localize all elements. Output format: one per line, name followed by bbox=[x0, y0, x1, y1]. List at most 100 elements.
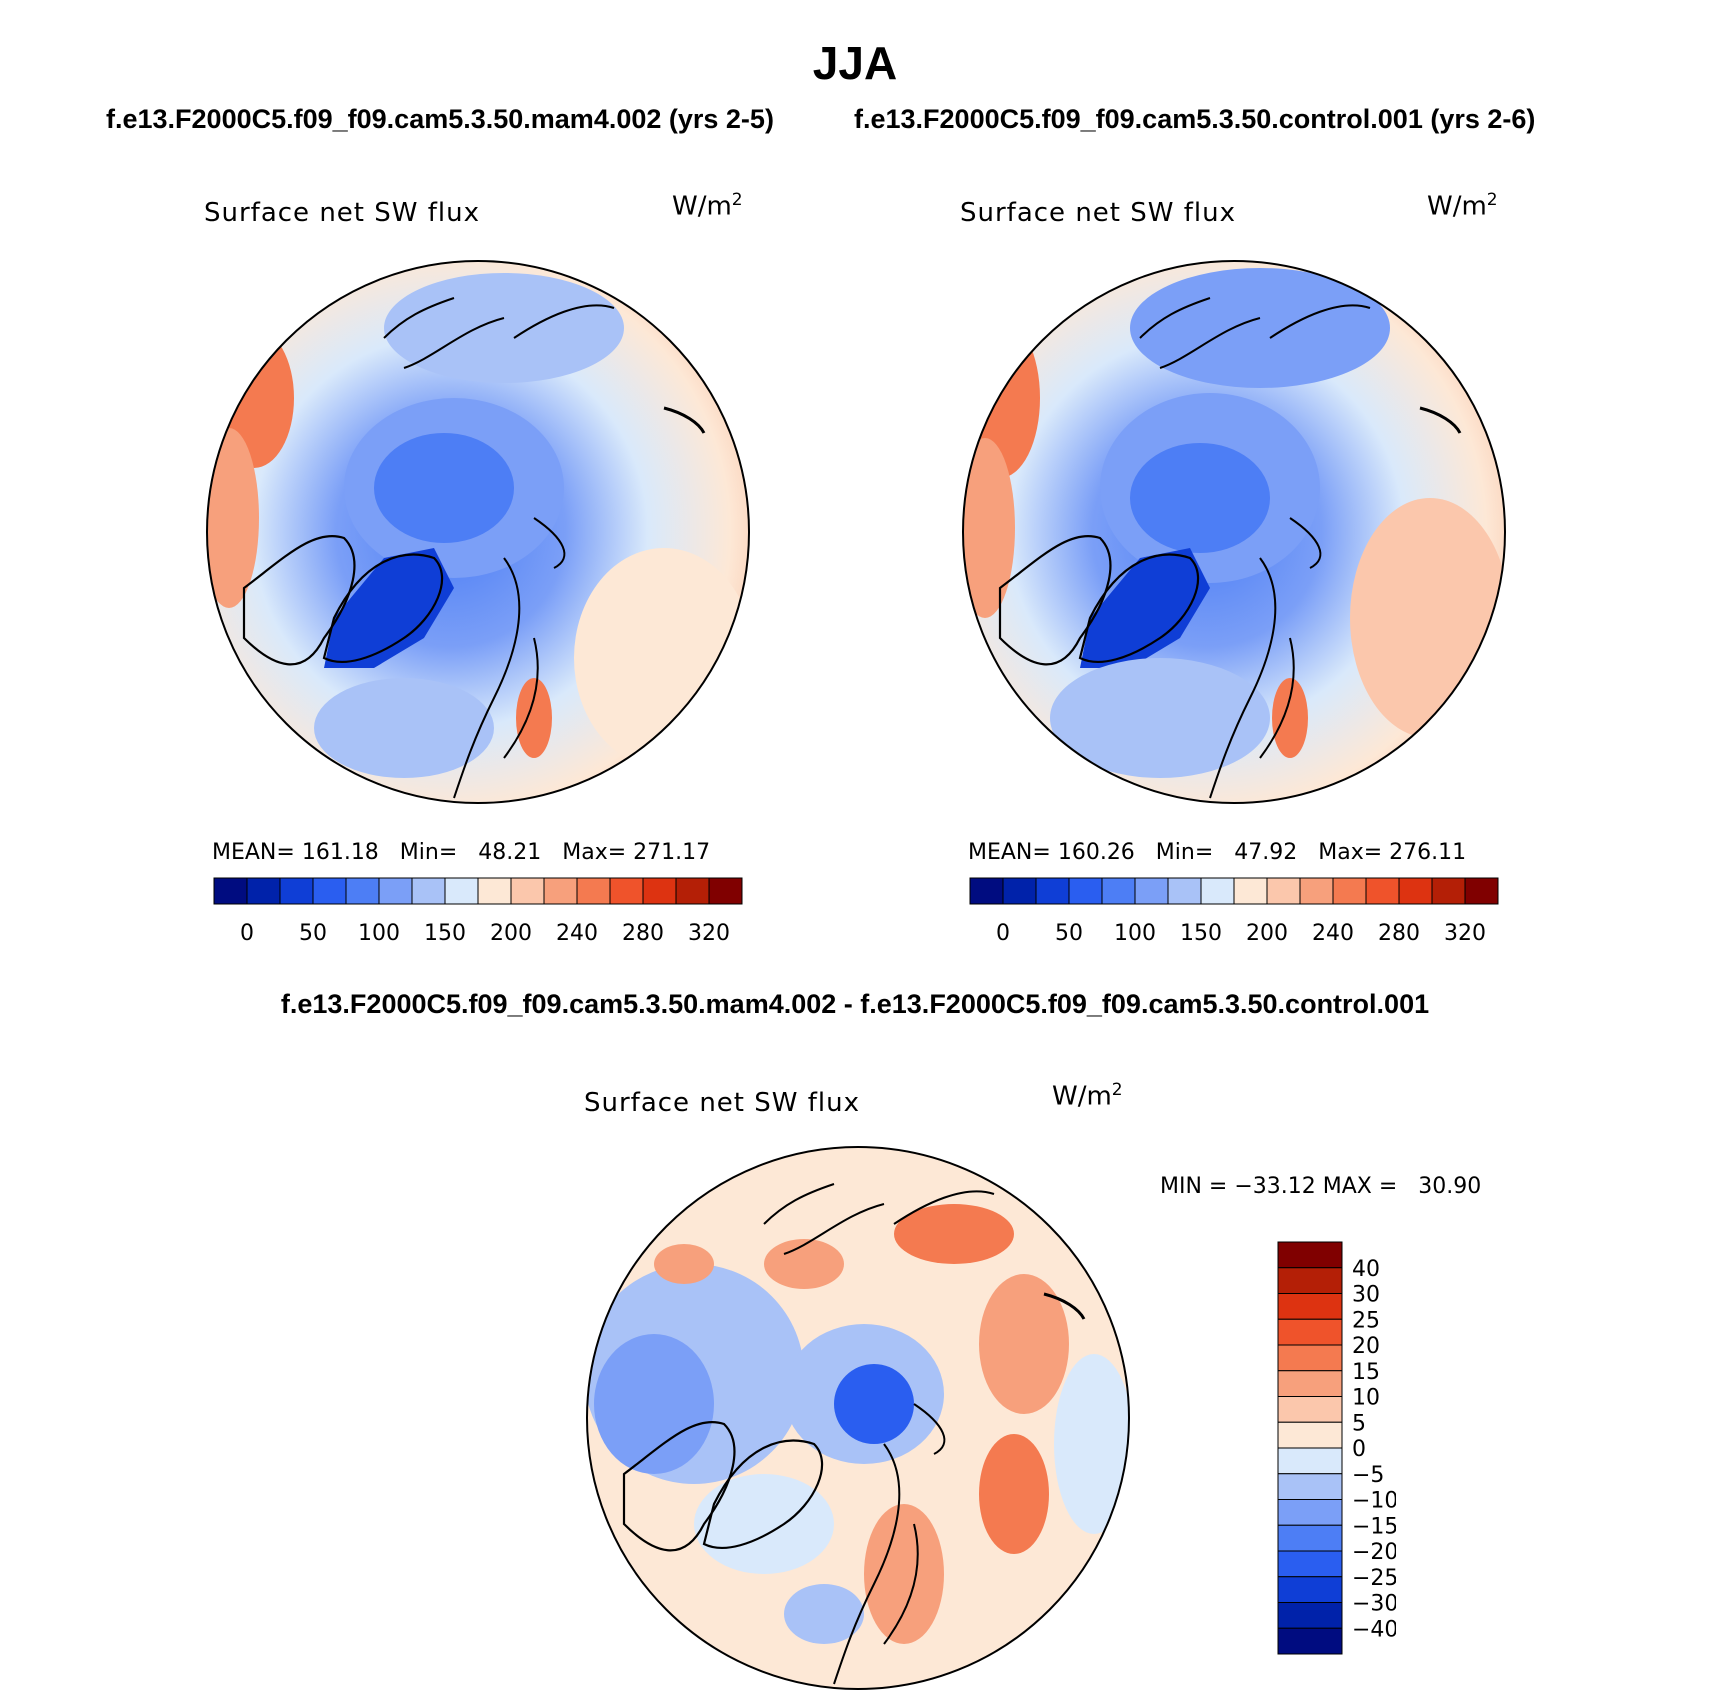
colorbar-swatch bbox=[1277, 1473, 1343, 1500]
panel-mam4-units: W/m2 bbox=[672, 190, 743, 222]
field-patch bbox=[594, 1334, 714, 1474]
colorbar-tick-label: 100 bbox=[1114, 921, 1156, 946]
coastline bbox=[242, 535, 356, 666]
coastline bbox=[1289, 517, 1322, 569]
colorbar-swatch bbox=[543, 877, 578, 905]
coastline bbox=[1209, 557, 1295, 799]
colorbar-swatch bbox=[1431, 877, 1466, 905]
colorbar-swatch bbox=[444, 877, 479, 905]
colorbar-swatch bbox=[1277, 1602, 1343, 1629]
panel-mam4-stats: MEAN= 161.18 Min= 48.21 Max= 271.17 bbox=[212, 840, 711, 865]
field-patch bbox=[834, 1364, 914, 1444]
colorbar-tick-label: 280 bbox=[622, 921, 664, 946]
colorbar-tick-label: 100 bbox=[358, 921, 400, 946]
panel-difference-polar-map bbox=[586, 1146, 1130, 1690]
panel-mam4-variable-title: Surface net SW flux bbox=[204, 198, 480, 228]
field-patch bbox=[1272, 678, 1308, 758]
colorbar-swatch bbox=[1266, 877, 1301, 905]
colorbar-swatch bbox=[642, 877, 677, 905]
colorbar-tick-label: 320 bbox=[688, 921, 730, 946]
colorbar-swatch bbox=[1277, 1293, 1343, 1320]
field-patch bbox=[1130, 268, 1390, 388]
colorbar-swatch bbox=[378, 877, 413, 905]
field-patch bbox=[864, 1504, 944, 1644]
colorbar-tick-label: 0 bbox=[240, 921, 254, 946]
colorbar-tick-label: 200 bbox=[490, 921, 532, 946]
colorbar-swatch bbox=[1365, 877, 1400, 905]
colorbar-swatch bbox=[1233, 877, 1268, 905]
colorbar-swatch bbox=[477, 877, 512, 905]
colorbar-tick-label: −15 bbox=[1352, 1514, 1396, 1539]
colorbar-swatch bbox=[1277, 1344, 1343, 1372]
panel-control-stats: MEAN= 160.26 Min= 47.92 Max= 276.11 bbox=[968, 840, 1467, 865]
colorbar-tick-label: 50 bbox=[1055, 921, 1083, 946]
colorbar-swatch bbox=[1299, 877, 1334, 905]
colorbar-swatch bbox=[1002, 877, 1037, 905]
subtitle-left: f.e13.F2000C5.f09_f09.cam5.3.50.mam4.002… bbox=[106, 104, 774, 134]
coastline bbox=[1043, 1292, 1086, 1320]
colorbar-swatch bbox=[1277, 1241, 1343, 1269]
field-patch bbox=[374, 433, 514, 543]
field-patch bbox=[384, 273, 624, 383]
colorbar-swatch bbox=[345, 877, 380, 905]
colorbar-swatch bbox=[1277, 1576, 1343, 1603]
coastline bbox=[1139, 297, 1371, 369]
map-boundary bbox=[206, 260, 750, 804]
colorbar-swatch bbox=[1277, 1267, 1343, 1294]
colorbar-swatch bbox=[1101, 877, 1136, 905]
panel-mam4-colorbar: 0 50 100 150 200 240 280 320 bbox=[213, 877, 743, 946]
colorbar-swatch bbox=[1277, 1499, 1343, 1526]
colorbar-tick-label: 50 bbox=[299, 921, 327, 946]
field-patch bbox=[979, 1274, 1069, 1414]
diff-title: f.e13.F2000C5.f09_f09.cam5.3.50.mam4.002… bbox=[280, 989, 1430, 1019]
coastline bbox=[1078, 553, 1200, 663]
colorbar-tick-label: −20 bbox=[1352, 1540, 1396, 1565]
colorbar-tick-label: −25 bbox=[1352, 1566, 1396, 1591]
colorbar-swatch bbox=[411, 877, 446, 905]
colorbar-swatch bbox=[213, 877, 248, 905]
panel-difference-stats: MIN = −33.12 MAX = 30.90 bbox=[1160, 1174, 1482, 1199]
colorbar-swatch bbox=[246, 877, 281, 905]
colorbar-swatch bbox=[1035, 877, 1070, 905]
greenland-low bbox=[1080, 548, 1210, 668]
field-patch bbox=[963, 438, 1015, 618]
coastline bbox=[998, 535, 1112, 666]
subtitle-right: f.e13.F2000C5.f09_f09.cam5.3.50.control.… bbox=[854, 104, 1536, 134]
colorbar-swatch bbox=[708, 877, 743, 905]
colorbar-swatch bbox=[1134, 877, 1169, 905]
panel-control-colorbar: 0 50 100 150 200 240 280 320 bbox=[969, 877, 1499, 946]
coastline bbox=[702, 1439, 824, 1549]
colorbar-tick-label: 20 bbox=[1352, 1334, 1380, 1359]
colorbar-tick-label: 280 bbox=[1378, 921, 1420, 946]
colorbar-tick-label: −40 bbox=[1352, 1617, 1396, 1642]
colorbar-tick-label: 240 bbox=[556, 921, 598, 946]
panel-control-units: W/m2 bbox=[1427, 190, 1498, 222]
colorbar-swatch bbox=[1167, 877, 1202, 905]
colorbar-tick-label: 15 bbox=[1352, 1360, 1380, 1385]
colorbar-swatch bbox=[675, 877, 710, 905]
field-patch bbox=[314, 678, 494, 778]
colorbar-tick-label: 150 bbox=[1180, 921, 1222, 946]
field-patch bbox=[516, 678, 552, 758]
colorbar-swatch bbox=[576, 877, 611, 905]
colorbar-swatch bbox=[279, 877, 314, 905]
colorbar-tick-label: 25 bbox=[1352, 1308, 1380, 1333]
panel-difference-units: W/m2 bbox=[1052, 1080, 1123, 1112]
colorbar-swatch bbox=[1277, 1627, 1343, 1655]
colorbar-swatch bbox=[1332, 877, 1367, 905]
colorbar-swatch bbox=[1277, 1524, 1343, 1552]
colorbar-swatch bbox=[1277, 1396, 1343, 1423]
colorbar-swatch bbox=[1277, 1421, 1343, 1449]
colorbar-swatch bbox=[1277, 1550, 1343, 1578]
colorbar-tick-label: −30 bbox=[1352, 1592, 1396, 1617]
field-patch bbox=[764, 1239, 844, 1289]
field-patch bbox=[1350, 498, 1505, 738]
panel-control-polar-map bbox=[962, 260, 1506, 804]
colorbar-tick-label: 30 bbox=[1352, 1283, 1380, 1308]
coastline bbox=[453, 557, 539, 799]
coastline bbox=[383, 297, 615, 369]
colorbar-tick-label: 0 bbox=[996, 921, 1010, 946]
colorbar-tick-label: 40 bbox=[1352, 1257, 1380, 1282]
colorbar-tick-label: 150 bbox=[424, 921, 466, 946]
panel-difference-variable-title: Surface net SW flux bbox=[584, 1088, 860, 1118]
